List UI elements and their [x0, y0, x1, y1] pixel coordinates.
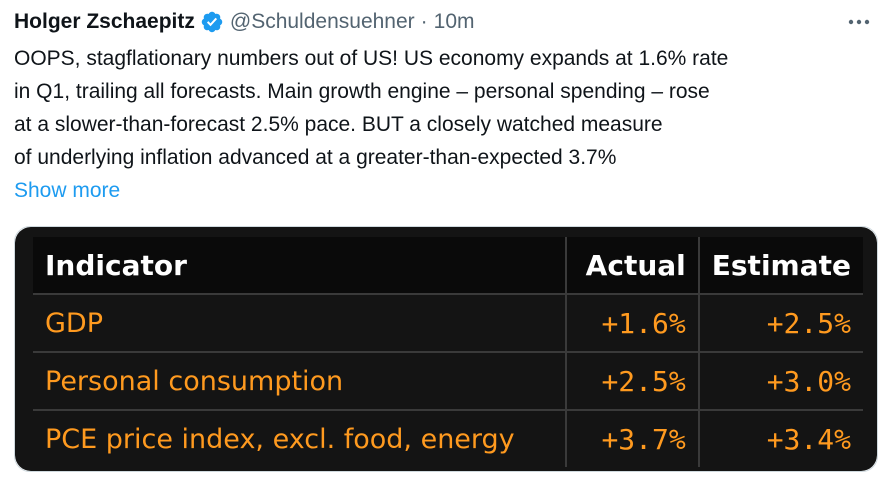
indicator-table-image: Indicator Actual Estimate GDP +1.6% +2.5… — [15, 227, 877, 471]
show-more-link[interactable]: Show more — [14, 179, 121, 202]
tweet[interactable]: Holger Zschaepitz @Schuldensuehner · 10m… — [14, 0, 880, 481]
table-header-row: Indicator Actual Estimate — [33, 237, 863, 295]
tweet-timestamp[interactable]: 10m — [433, 10, 475, 33]
header-actual: Actual — [564, 237, 699, 295]
row-indicator: Personal consumption — [33, 352, 566, 411]
tweet-media[interactable]: Indicator Actual Estimate GDP +1.6% +2.5… — [14, 226, 878, 472]
separator-dot: · — [420, 10, 428, 33]
verified-badge-icon — [200, 10, 224, 34]
row-indicator: PCE price index, excl. food, energy — [45, 423, 515, 455]
row-estimate: +2.5% — [697, 294, 863, 353]
tweet-text-line: OOPS, stagflationary numbers out of US! … — [14, 47, 729, 70]
header-estimate: Estimate — [697, 237, 863, 295]
row-actual: +1.6% — [564, 294, 699, 353]
tweet-header: Holger Zschaepitz @Schuldensuehner · 10m — [14, 8, 880, 36]
row-actual: +3.7% — [564, 410, 699, 467]
header-indicator: Indicator — [33, 237, 566, 295]
table-row: Personal consumption +2.5% +3.0% — [33, 352, 863, 411]
author-name[interactable]: Holger Zschaepitz — [14, 10, 195, 33]
tweet-text-line: in Q1, trailing all forecasts. Main grow… — [14, 80, 710, 103]
row-indicator: GDP — [33, 294, 566, 353]
author-handle[interactable]: @Schuldensuehner — [229, 10, 415, 33]
tweet-text: OOPS, stagflationary numbers out of US! … — [14, 42, 880, 174]
table-row: GDP +1.6% +2.5% — [33, 294, 863, 353]
row-estimate: +3.0% — [697, 352, 863, 411]
more-horizontal-icon[interactable] — [846, 10, 872, 34]
table-row: PCE price index, excl. food, energy +3.7… — [33, 410, 863, 467]
row-estimate: +3.4% — [697, 410, 863, 467]
row-actual: +2.5% — [564, 352, 699, 411]
tweet-text-line: of underlying inflation advanced at a gr… — [14, 146, 617, 169]
indicator-table: Indicator Actual Estimate GDP +1.6% +2.5… — [33, 237, 863, 467]
tweet-text-line: at a slower-than-forecast 2.5% pace. BUT… — [14, 113, 663, 136]
